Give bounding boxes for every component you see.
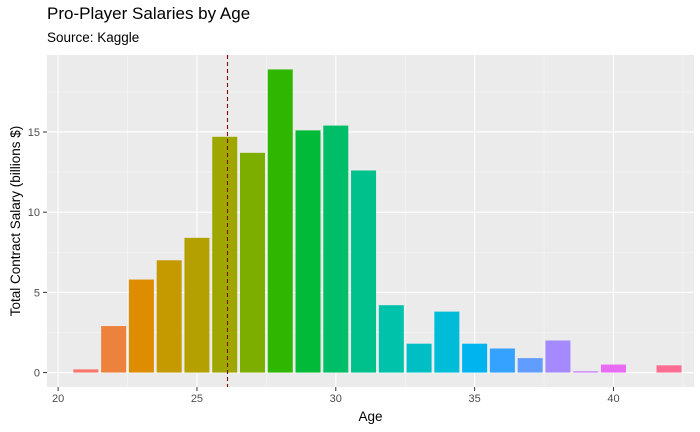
bar-age-27: [239, 152, 265, 373]
bar-age-22: [101, 326, 127, 373]
bar-age-35: [462, 343, 488, 373]
bar-age-33: [406, 343, 432, 373]
bar-age-39: [573, 371, 599, 373]
x-tick-label: 35: [469, 393, 481, 405]
bar-age-31: [351, 170, 377, 373]
y-tick-label: 0: [34, 368, 40, 380]
bar-age-25: [184, 237, 210, 373]
y-tick-label: 10: [28, 207, 40, 219]
bar-age-28: [267, 69, 293, 373]
chart-subtitle: Source: Kaggle: [47, 30, 140, 45]
y-axis-title: Total Contract Salary (billions $): [8, 126, 23, 317]
x-tick-label: 25: [191, 393, 203, 405]
bar-age-21: [73, 369, 99, 373]
y-tick-label: 15: [28, 127, 40, 139]
bar-age-34: [434, 311, 460, 373]
bar-age-23: [128, 279, 154, 373]
chart-title: Pro-Player Salaries by Age: [47, 4, 251, 23]
bar-age-40: [600, 364, 626, 373]
bar-age-30: [323, 125, 349, 373]
bar-age-24: [156, 260, 182, 373]
bar-age-38: [545, 340, 571, 373]
bar-age-32: [378, 305, 404, 373]
x-tick-label: 40: [607, 393, 619, 405]
bar-age-26: [212, 136, 238, 373]
x-axis-title: Age: [358, 409, 382, 424]
x-tick-label: 30: [330, 393, 342, 405]
bar-age-29: [295, 130, 321, 373]
x-tick-label: 20: [52, 393, 64, 405]
bar-age-37: [517, 358, 543, 373]
y-tick-label: 5: [34, 287, 40, 299]
bar-age-36: [489, 348, 515, 373]
bar-age-42: [656, 365, 682, 373]
